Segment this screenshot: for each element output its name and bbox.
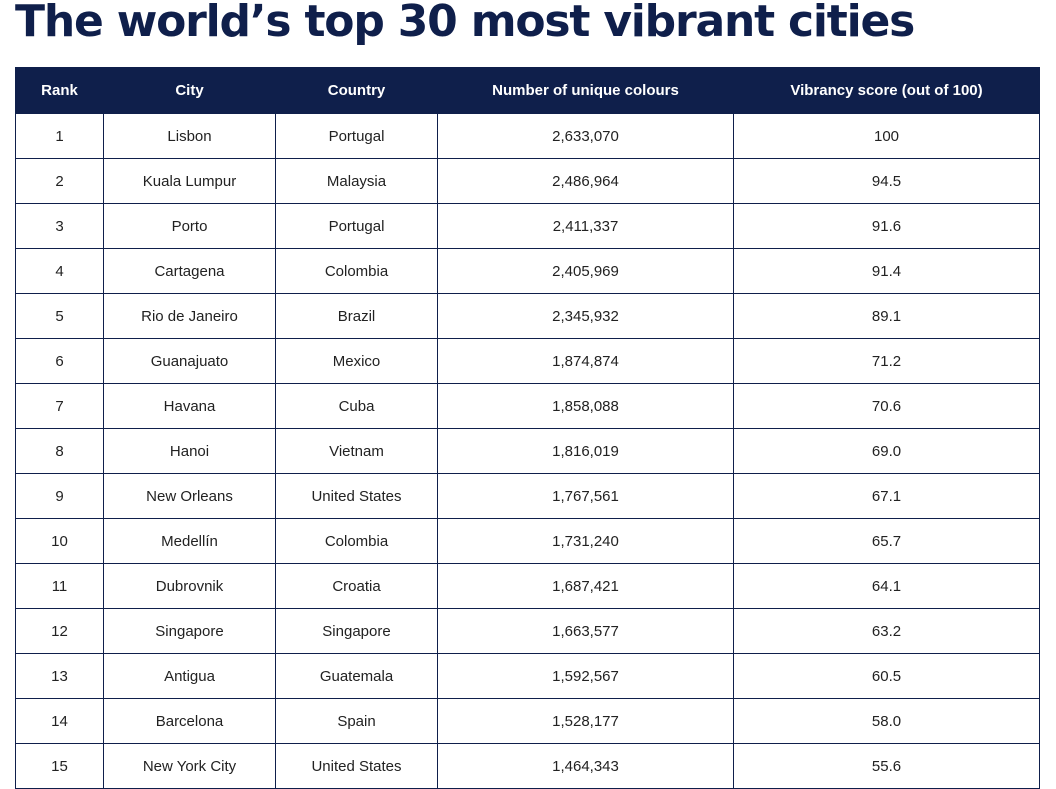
rank-cell: 10 [15, 518, 104, 564]
rank-cell: 12 [15, 608, 104, 654]
table-row: 12 Singapore Singapore 1,663,577 63.2 [15, 608, 1040, 654]
table-row: 9 New Orleans United States 1,767,561 67.1 [15, 473, 1040, 519]
country-cell: United States [275, 743, 438, 789]
unique-colours-cell: 1,816,019 [437, 428, 734, 474]
vibrancy-score-cell: 69.0 [733, 428, 1040, 474]
vibrancy-score-cell: 65.7 [733, 518, 1040, 564]
unique-colours-cell: 2,411,337 [437, 203, 734, 249]
country-cell: Portugal [275, 203, 438, 249]
country-cell: Guatemala [275, 653, 438, 699]
unique-colours-cell: 1,731,240 [437, 518, 734, 564]
vibrancy-score-cell: 70.6 [733, 383, 1040, 429]
country-cell: Colombia [275, 518, 438, 564]
rank-cell: 13 [15, 653, 104, 699]
vibrancy-score-cell: 67.1 [733, 473, 1040, 519]
rank-cell: 3 [15, 203, 104, 249]
country-cell: Colombia [275, 248, 438, 294]
country-cell: Portugal [275, 113, 438, 159]
page-title: The world’s top 30 most vibrant cities [15, 0, 915, 47]
city-cell: Antigua [103, 653, 276, 699]
rank-cell: 8 [15, 428, 104, 474]
country-cell: Mexico [275, 338, 438, 384]
city-cell: New York City [103, 743, 276, 789]
rank-cell: 15 [15, 743, 104, 789]
table-row: 10 Medellín Colombia 1,731,240 65.7 [15, 518, 1040, 564]
city-cell: Porto [103, 203, 276, 249]
rank-cell: 4 [15, 248, 104, 294]
vibrancy-score-cell: 91.4 [733, 248, 1040, 294]
vibrancy-score-cell: 89.1 [733, 293, 1040, 339]
table-row: 14 Barcelona Spain 1,528,177 58.0 [15, 698, 1040, 744]
unique-colours-cell: 1,858,088 [437, 383, 734, 429]
vibrancy-score-cell: 71.2 [733, 338, 1040, 384]
city-cell: Singapore [103, 608, 276, 654]
rank-cell: 14 [15, 698, 104, 744]
vibrancy-score-cell: 60.5 [733, 653, 1040, 699]
unique-colours-cell: 1,592,567 [437, 653, 734, 699]
table-row: 2 Kuala Lumpur Malaysia 2,486,964 94.5 [15, 158, 1040, 204]
header-country: Country [275, 67, 438, 114]
header-unique-colours: Number of unique colours [437, 67, 734, 114]
country-cell: Cuba [275, 383, 438, 429]
header-vibrancy-score: Vibrancy score (out of 100) [733, 67, 1040, 114]
city-cell: Barcelona [103, 698, 276, 744]
table-row: 6 Guanajuato Mexico 1,874,874 71.2 [15, 338, 1040, 384]
vibrancy-score-cell: 94.5 [733, 158, 1040, 204]
vibrancy-score-cell: 55.6 [733, 743, 1040, 789]
table-row: 11 Dubrovnik Croatia 1,687,421 64.1 [15, 563, 1040, 609]
country-cell: Vietnam [275, 428, 438, 474]
unique-colours-cell: 1,528,177 [437, 698, 734, 744]
header-rank: Rank [15, 67, 104, 114]
city-cell: Guanajuato [103, 338, 276, 384]
vibrancy-score-cell: 91.6 [733, 203, 1040, 249]
table-row: 4 Cartagena Colombia 2,405,969 91.4 [15, 248, 1040, 294]
vibrancy-score-cell: 64.1 [733, 563, 1040, 609]
unique-colours-cell: 2,405,969 [437, 248, 734, 294]
country-cell: Spain [275, 698, 438, 744]
country-cell: Malaysia [275, 158, 438, 204]
unique-colours-cell: 1,767,561 [437, 473, 734, 519]
country-cell: Singapore [275, 608, 438, 654]
table-row: 15 New York City United States 1,464,343 55.… [15, 743, 1040, 789]
country-cell: Brazil [275, 293, 438, 339]
rank-cell: 6 [15, 338, 104, 384]
vibrancy-score-cell: 100 [733, 113, 1040, 159]
unique-colours-cell: 2,633,070 [437, 113, 734, 159]
rank-cell: 5 [15, 293, 104, 339]
unique-colours-cell: 1,663,577 [437, 608, 734, 654]
vibrancy-score-cell: 63.2 [733, 608, 1040, 654]
city-cell: Kuala Lumpur [103, 158, 276, 204]
unique-colours-cell: 1,464,343 [437, 743, 734, 789]
unique-colours-cell: 2,486,964 [437, 158, 734, 204]
city-cell: New Orleans [103, 473, 276, 519]
city-cell: Dubrovnik [103, 563, 276, 609]
unique-colours-cell: 2,345,932 [437, 293, 734, 339]
vibrancy-score-cell: 58.0 [733, 698, 1040, 744]
header-city: City [103, 67, 276, 114]
city-cell: Havana [103, 383, 276, 429]
table-row: 8 Hanoi Vietnam 1,816,019 69.0 [15, 428, 1040, 474]
table-header-row: Rank City Country Number of unique colou… [15, 67, 1040, 114]
table-row: 7 Havana Cuba 1,858,088 70.6 [15, 383, 1040, 429]
table-row: 3 Porto Portugal 2,411,337 91.6 [15, 203, 1040, 249]
rank-cell: 7 [15, 383, 104, 429]
country-cell: United States [275, 473, 438, 519]
city-cell: Cartagena [103, 248, 276, 294]
unique-colours-cell: 1,874,874 [437, 338, 734, 384]
city-cell: Rio de Janeiro [103, 293, 276, 339]
table-row: 13 Antigua Guatemala 1,592,567 60.5 [15, 653, 1040, 699]
city-cell: Hanoi [103, 428, 276, 474]
unique-colours-cell: 1,687,421 [437, 563, 734, 609]
country-cell: Croatia [275, 563, 438, 609]
rank-cell: 11 [15, 563, 104, 609]
rank-cell: 1 [15, 113, 104, 159]
vibrant-cities-table: Rank City Country Number of unique colou… [15, 67, 1040, 789]
rank-cell: 9 [15, 473, 104, 519]
rank-cell: 2 [15, 158, 104, 204]
city-cell: Lisbon [103, 113, 276, 159]
table-row: 1 Lisbon Portugal 2,633,070 100 [15, 113, 1040, 159]
city-cell: Medellín [103, 518, 276, 564]
table-row: 5 Rio de Janeiro Brazil 2,345,932 89.1 [15, 293, 1040, 339]
